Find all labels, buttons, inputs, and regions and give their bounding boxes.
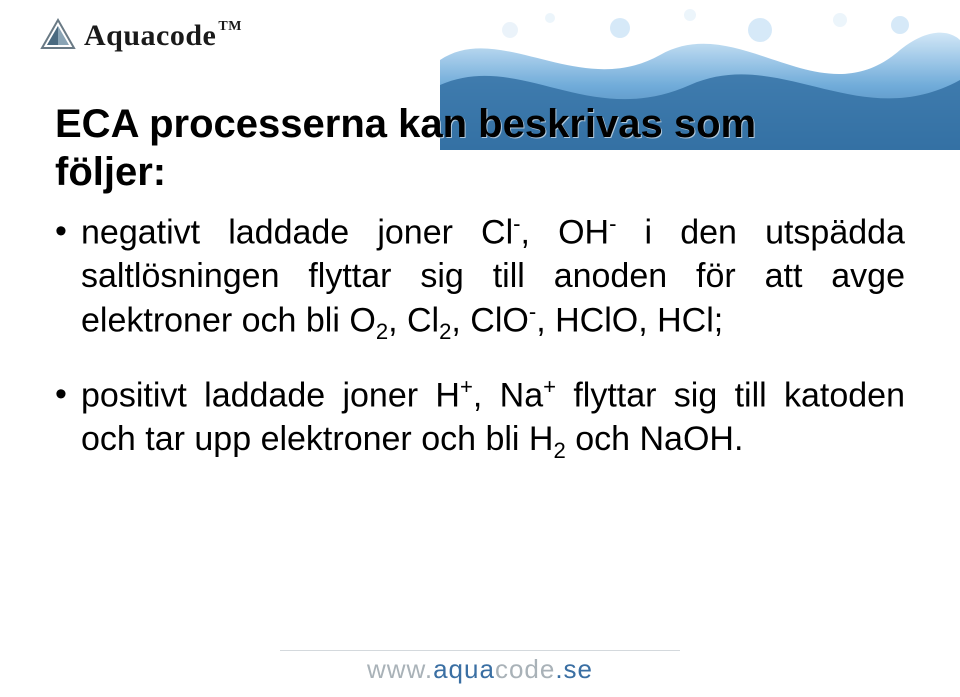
bullet-list: negativt laddade joner Cl-, OH- i den ut… (55, 210, 905, 465)
footer-suffix: code (495, 654, 555, 684)
logo-icon (40, 18, 76, 54)
footer-url: www.aquacode.se (0, 654, 960, 685)
title-line-1: ECA processerna kan beskrivas som (55, 102, 756, 146)
footer-prefix: www. (367, 654, 433, 684)
footer-domain: aqua (433, 654, 495, 684)
brand-tm: TM (218, 19, 242, 34)
slide-body: negativt laddade joner Cl-, OH- i den ut… (55, 210, 905, 491)
footer-divider (280, 650, 680, 651)
brand-name-text: Aquacode (84, 19, 216, 52)
slide: AquacodeTM ECA processerna kan beskrivas… (0, 0, 960, 697)
brand-name: AquacodeTM (84, 19, 242, 53)
slide-title: ECA processerna kan beskrivas som följer… (55, 100, 905, 196)
footer-tld: .se (555, 654, 593, 684)
bullet-item: negativt laddade joner Cl-, OH- i den ut… (55, 210, 905, 347)
bullet-item: positivt laddade joner H+, Na+ flyttar s… (55, 373, 905, 465)
brand-header: AquacodeTM (40, 18, 242, 54)
title-line-2: följer: (55, 148, 905, 196)
